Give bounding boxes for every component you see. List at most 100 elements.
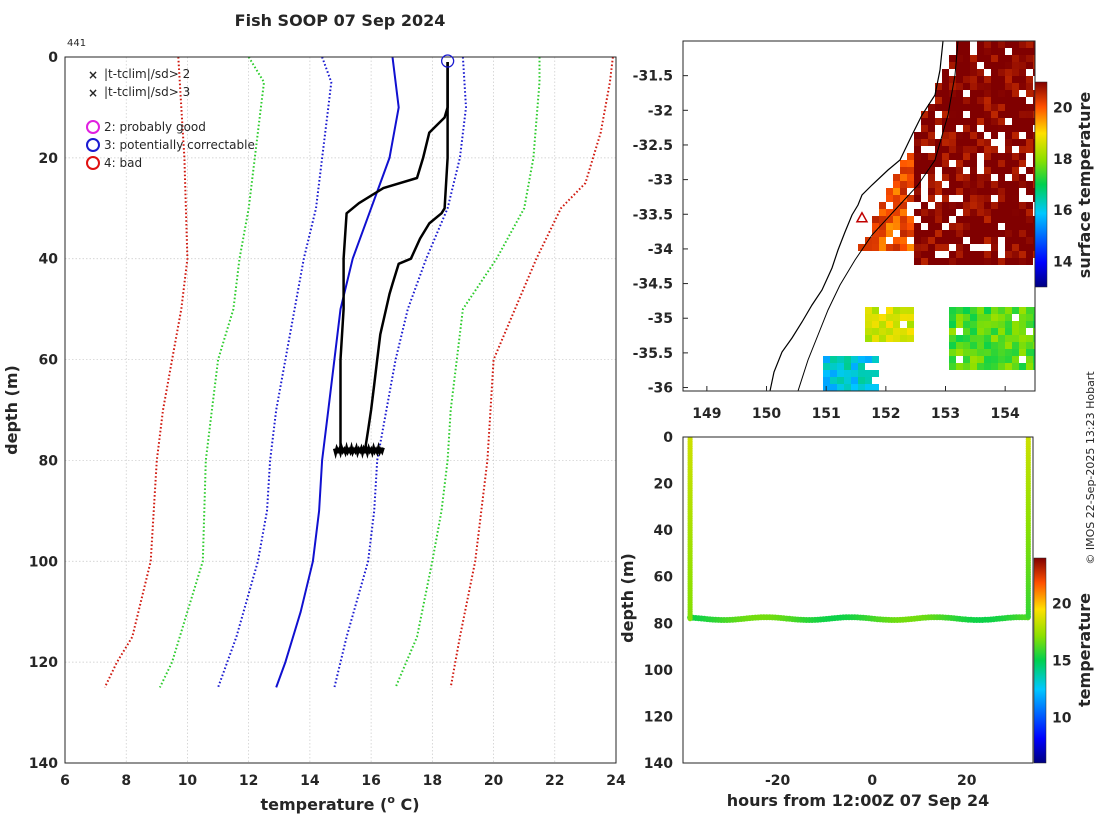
- sst-pixel: [1005, 244, 1012, 251]
- sst-pixel: [998, 314, 1005, 321]
- sst-pixel: [1012, 111, 1019, 118]
- sst-pixel: [928, 258, 935, 265]
- legend-qc3-marker: [86, 138, 100, 152]
- sst-pixel: [935, 153, 942, 160]
- sst-pixel: [1026, 216, 1033, 223]
- sst-pixel: [949, 90, 956, 97]
- sst-pixel: [935, 230, 942, 237]
- sst-pixel: [949, 104, 956, 111]
- credit-text: © IMOS 22-Sep-2025 13:23 Hobart: [1084, 371, 1097, 565]
- sst-pixel: [851, 363, 858, 370]
- sst-pixel: [956, 111, 963, 118]
- sst-pixel: [844, 370, 851, 377]
- sst-pixel: [907, 314, 914, 321]
- sst-pixel: [900, 167, 907, 174]
- section-ticks: -20 0 20 0 20 40 60 80 100 120 140: [644, 430, 977, 789]
- sst-pixel: [984, 237, 991, 244]
- sst-pixel: [1026, 258, 1033, 265]
- sst-pixel: [844, 363, 851, 370]
- sst-pixel: [865, 307, 872, 314]
- sst-pixel: [984, 349, 991, 356]
- sst-pixel: [907, 174, 914, 181]
- sst-pixel: [963, 181, 970, 188]
- sst-pixel: [1026, 167, 1033, 174]
- sst-pixel: [991, 251, 998, 258]
- sst-pixel: [984, 76, 991, 83]
- sst-pixel: [956, 335, 963, 342]
- sst-pixel: [907, 153, 914, 160]
- sst-pixel: [977, 188, 984, 195]
- sst-pixel: [942, 195, 949, 202]
- sst-pixel: [949, 342, 956, 349]
- sst-pixel: [949, 363, 956, 370]
- sst-pixel: [977, 251, 984, 258]
- sst-pixel: [935, 188, 942, 195]
- sst-pixel: [949, 356, 956, 363]
- sst-pixel: [1033, 223, 1035, 230]
- sst-pixel: [1012, 174, 1019, 181]
- sst-pixel: [893, 314, 900, 321]
- sst-pixel: [963, 48, 970, 55]
- map-colorbar-tick-label: 16: [1053, 203, 1072, 219]
- sst-pixel: [1026, 356, 1033, 363]
- sst-pixel: [991, 55, 998, 62]
- series-observed-down: [339, 62, 449, 451]
- sst-pixel: [928, 209, 935, 216]
- sst-pixel: [928, 195, 935, 202]
- sst-pixel: [907, 181, 914, 188]
- sst-pixel: [1012, 349, 1019, 356]
- sst-pixel: [914, 230, 921, 237]
- sst-pixel: [893, 237, 900, 244]
- sst-pixel: [942, 237, 949, 244]
- sst-pixel: [1019, 237, 1026, 244]
- sst-pixel: [1012, 76, 1019, 83]
- sst-pixel: [963, 342, 970, 349]
- sst-pixel: [984, 188, 991, 195]
- sst-pixel: [956, 202, 963, 209]
- sst-pixel: [1005, 153, 1012, 160]
- sst-pixel: [1005, 342, 1012, 349]
- sst-pixel: [991, 48, 998, 55]
- map-panel: 149 150 151 152 153 154 -31.5 -32 -32.5 -33 -33.5 -…: [633, 40, 1094, 422]
- sst-pixel: [1012, 55, 1019, 62]
- sst-pixel: [907, 335, 914, 342]
- sst-pixel: [921, 153, 928, 160]
- sst-pixel: [1012, 237, 1019, 244]
- sst-pixel: [858, 244, 865, 251]
- sst-pixel: [1005, 356, 1012, 363]
- sst-pixel: [942, 209, 949, 216]
- sst-pixel: [991, 202, 998, 209]
- sst-pixel: [858, 370, 865, 377]
- sst-pixel: [921, 230, 928, 237]
- sst-pixel: [900, 188, 907, 195]
- sst-pixel: [872, 328, 879, 335]
- sst-pixel: [970, 237, 977, 244]
- sst-pixel: [949, 230, 956, 237]
- map-colorbar-tick-label: 18: [1053, 152, 1072, 168]
- sst-pixel: [949, 55, 956, 62]
- sst-pixel: [970, 55, 977, 62]
- sst-pixel: [837, 377, 844, 384]
- profile-start-marker: [440, 54, 455, 68]
- sst-pixel: [907, 167, 914, 174]
- sst-pixel: [977, 202, 984, 209]
- sst-pixel: [823, 356, 830, 363]
- sst-pixel: [977, 97, 984, 104]
- sst-pixel: [1019, 69, 1026, 76]
- sst-pixel: [907, 195, 914, 202]
- sst-pixel: [1026, 321, 1033, 328]
- sst-pixel: [1026, 181, 1033, 188]
- sst-pixel: [879, 314, 886, 321]
- sst-pixel: [984, 90, 991, 97]
- sst-pixel: [1026, 111, 1033, 118]
- sst-pixel: [963, 258, 970, 265]
- map-ytick-label: -36: [648, 381, 673, 397]
- sst-pixel: [858, 384, 865, 391]
- sst-pixel: [1012, 328, 1019, 335]
- sst-pixel: [879, 244, 886, 251]
- sst-pixel: [921, 125, 928, 132]
- sst-pixel: [1005, 125, 1012, 132]
- sst-pixel: [984, 181, 991, 188]
- sst-pixel: [998, 55, 1005, 62]
- sst-pixel: [900, 202, 907, 209]
